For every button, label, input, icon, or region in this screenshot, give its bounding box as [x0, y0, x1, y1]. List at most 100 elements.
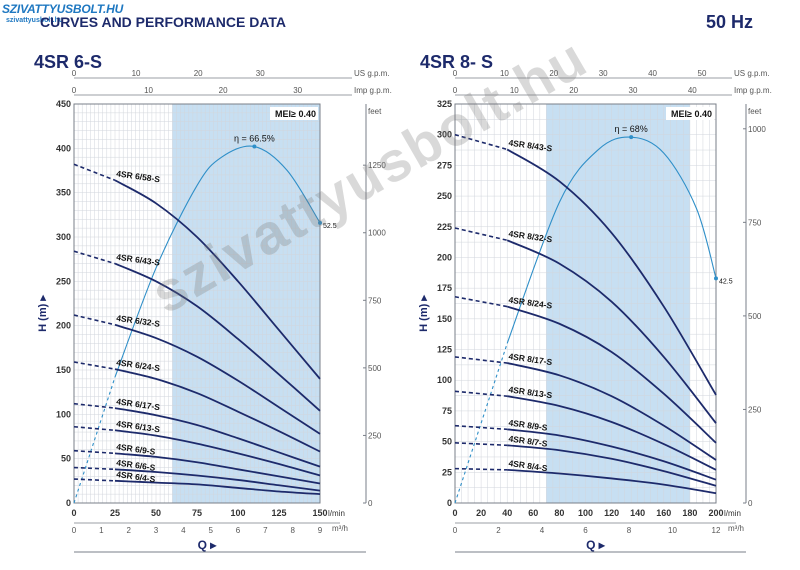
usgpm-unit-label: US g.p.m. [734, 69, 770, 78]
x-axis-title: Q ▸ [198, 538, 218, 552]
m3h-tick-label: 6 [236, 526, 241, 535]
x-tick-label: 50 [151, 508, 161, 518]
y-tick-label: 350 [56, 188, 71, 198]
y-tick-label: 100 [437, 375, 452, 385]
usgpm-tick-label: 10 [500, 69, 509, 78]
brand-logo[interactable]: SZIVATTYUSBOLT.HU [2, 2, 124, 16]
x-tick-label: 140 [630, 508, 645, 518]
y-tick-label: 50 [61, 454, 71, 464]
pump-curve-dashed [73, 478, 116, 482]
x-tick-label: 75 [192, 508, 202, 518]
y-tick-label: 150 [437, 314, 452, 324]
usgpm-tick-label: 50 [698, 69, 707, 78]
y-tick-label: 25 [442, 467, 452, 477]
impgpm-unit-label: Imp g.p.m. [354, 86, 392, 95]
y-tick-label: 450 [56, 99, 71, 109]
y-tick-label: 175 [437, 283, 452, 293]
y-tick-label: 100 [56, 409, 71, 419]
brand-url: szivattyusbolt.hu [6, 17, 64, 24]
pump-curve [507, 468, 717, 495]
usgpm-tick-label: 0 [453, 69, 458, 78]
m3h-tick-label: 12 [712, 526, 721, 535]
efficiency-peak-label: η = 66.5% [234, 134, 275, 144]
x-unit-label: l/min [724, 509, 741, 518]
m3h-tick-label: 6 [583, 526, 588, 535]
feet-unit-label: feet [368, 107, 382, 116]
m3h-tick-label: 4 [540, 526, 545, 535]
y-tick-label: 0 [66, 498, 71, 508]
m3h-tick-label: 3 [154, 526, 159, 535]
y-tick-label: 300 [56, 232, 71, 242]
plot-frame [454, 103, 717, 504]
impgpm-tick-label: 40 [688, 86, 697, 95]
x-tick-label: 25 [110, 508, 120, 518]
y-tick-label: 150 [56, 365, 71, 375]
feet-tick-label: 750 [368, 296, 382, 305]
efficiency-curve [506, 136, 717, 344]
pump-curve [507, 428, 717, 481]
pump-curve-dashed [73, 361, 116, 370]
m3h-tick-label: 7 [263, 526, 268, 535]
feet-tick-label: 0 [368, 499, 373, 508]
feet-tick-label: 250 [748, 405, 762, 414]
efficiency-peak-point [252, 144, 257, 149]
efficiency-end-label: 42.5 [719, 278, 733, 285]
y-tick-label: 325 [437, 99, 452, 109]
pump-curve [114, 323, 321, 435]
impgpm-tick-label: 20 [219, 86, 228, 95]
m3h-tick-label: 2 [496, 526, 501, 535]
x-tick-label: 120 [604, 508, 619, 518]
pump-curve [506, 305, 717, 444]
chart-title-left: 4SR 6-S [34, 52, 103, 72]
impgpm-tick-label: 0 [453, 86, 458, 95]
impgpm-tick-label: 10 [510, 86, 519, 95]
pump-curve-dashed [73, 163, 116, 181]
m3h-unit-label: m³/h [332, 524, 348, 533]
pump-curve-dashed [73, 466, 116, 471]
pump-curve-dashed [73, 250, 116, 265]
pump-curve [114, 429, 321, 477]
mei-label: MEI≥ 0.40 [275, 109, 316, 119]
m3h-tick-label: 5 [208, 526, 213, 535]
feet-tick-label: 1000 [368, 229, 386, 238]
usgpm-tick-label: 10 [132, 69, 141, 78]
y-tick-label: 250 [56, 276, 71, 286]
y-tick-label: 200 [56, 321, 71, 331]
pump-curve-dashed [454, 390, 508, 397]
x-tick-label: 200 [708, 508, 723, 518]
feet-tick-label: 500 [748, 312, 762, 321]
pump-curve [114, 468, 321, 492]
pump-curve [507, 395, 717, 471]
x-tick-label: 180 [682, 508, 697, 518]
pump-curve [114, 262, 321, 412]
usgpm-unit-label: US g.p.m. [354, 69, 390, 78]
pump-curve [114, 407, 321, 468]
mei-box [666, 107, 714, 120]
pump-curve-dashed [454, 227, 508, 242]
pump-curve [114, 368, 321, 453]
m3h-tick-label: 10 [668, 526, 677, 535]
feet-tick-label: 0 [748, 499, 753, 508]
pump-curve [114, 479, 321, 496]
m3h-tick-label: 8 [290, 526, 295, 535]
y-tick-label: 250 [437, 191, 452, 201]
m3h-tick-label: 2 [126, 526, 131, 535]
x-tick-label: 80 [554, 508, 564, 518]
pump-curve-dashed [454, 424, 508, 431]
usgpm-tick-label: 20 [194, 69, 203, 78]
pump-curve-dashed [454, 442, 508, 447]
usgpm-tick-label: 30 [256, 69, 265, 78]
feet-tick-label: 1250 [368, 161, 386, 170]
pump-curve-dashed [454, 133, 508, 151]
x-tick-label: 60 [528, 508, 538, 518]
y-axis-title: H (m) ▸ [418, 295, 430, 332]
x-tick-label: 0 [452, 508, 457, 518]
efficiency-end-point [714, 276, 718, 281]
pump-curve [114, 452, 321, 485]
mei-box [270, 107, 318, 120]
efficiency-curve-dashed [73, 376, 116, 504]
y-tick-label: 300 [437, 130, 452, 140]
y-tick-label: 400 [56, 143, 71, 153]
